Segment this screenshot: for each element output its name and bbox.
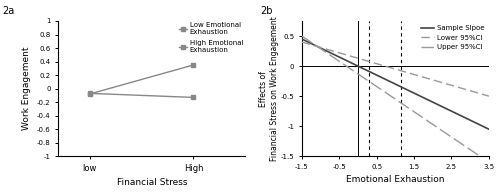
Line: Low Emotional
Exhaustion: Low Emotional Exhaustion: [88, 63, 196, 96]
Text: 2b: 2b: [260, 6, 273, 16]
Legend: Sample Slpoe, Lower 95%CI, Upper 95%CI: Sample Slpoe, Lower 95%CI, Upper 95%CI: [420, 25, 486, 51]
X-axis label: Emotional Exhaustion: Emotional Exhaustion: [346, 175, 444, 185]
Legend: Low Emotional
Exhaustion, High Emotional
Exhaustion: Low Emotional Exhaustion, High Emotional…: [178, 22, 244, 54]
High Emotional
Exhaustion: [86, 92, 92, 95]
Y-axis label: Work Engagement: Work Engagement: [22, 47, 32, 130]
Line: High Emotional
Exhaustion: High Emotional Exhaustion: [88, 91, 196, 100]
Text: 2a: 2a: [2, 6, 14, 16]
Y-axis label: Effects of
Financial Stress on Work Engagement: Effects of Financial Stress on Work Enga…: [259, 16, 279, 161]
X-axis label: Financial Stress: Financial Stress: [116, 179, 187, 187]
Low Emotional
Exhaustion: [86, 93, 92, 95]
Low Emotional
Exhaustion: [190, 64, 196, 66]
High Emotional
Exhaustion: [190, 96, 196, 99]
